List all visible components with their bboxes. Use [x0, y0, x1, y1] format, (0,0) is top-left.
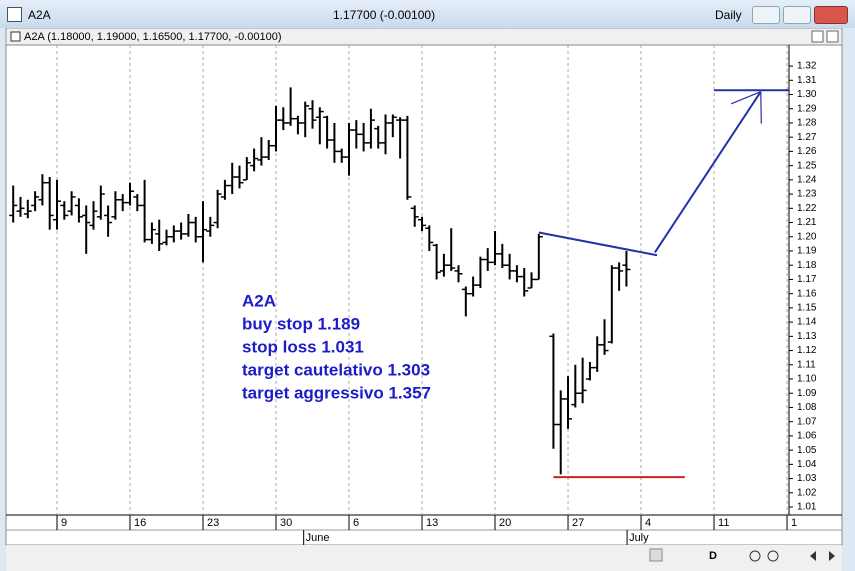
y-tick-label: 1.31	[797, 75, 817, 86]
title-bar: A2A 1.17700 (-0.00100) Daily	[0, 0, 855, 28]
arrow-head	[730, 91, 761, 105]
y-tick-label: 1.03	[797, 473, 817, 484]
app-icon	[7, 7, 22, 22]
y-tick-label: 1.25	[797, 160, 817, 171]
y-tick-label: 1.04	[797, 459, 817, 470]
y-tick-label: 1.01	[797, 502, 817, 513]
y-tick-label: 1.16	[797, 288, 817, 299]
y-tick-label: 1.11	[797, 359, 816, 370]
annotation-line: buy stop 1.189	[242, 314, 360, 333]
y-tick-label: 1.28	[797, 118, 817, 129]
y-tick-label: 1.10	[797, 374, 817, 385]
y-tick-label: 1.07	[797, 416, 817, 427]
y-tick-label: 1.26	[797, 146, 817, 157]
zoom-button[interactable]	[649, 548, 663, 562]
x-tick-label: 20	[499, 517, 511, 529]
drawing-line	[538, 231, 658, 257]
y-tick-label: 1.29	[797, 103, 817, 114]
y-tick-label: 1.24	[797, 174, 817, 185]
y-tick-label: 1.13	[797, 331, 817, 342]
y-tick-label: 1.18	[797, 260, 817, 271]
y-tick-label: 1.30	[797, 89, 817, 100]
x-tick-label: 11	[718, 517, 729, 529]
x-tick-label: 23	[207, 517, 219, 529]
x-tick-label: 6	[353, 517, 359, 529]
symbol: A2A	[28, 8, 51, 22]
x-tick-label: 27	[572, 517, 584, 529]
x-tick-label: 30	[280, 517, 292, 529]
y-tick-label: 1.21	[797, 217, 817, 228]
y-tick-label: 1.17	[797, 274, 817, 285]
annotation-line: stop loss 1.031	[242, 337, 364, 356]
drawing-line	[654, 91, 762, 253]
y-tick-label: 1.27	[797, 132, 817, 143]
quote: 1.17700 (-0.00100)	[333, 8, 436, 22]
close-button[interactable]	[814, 6, 848, 24]
arrow-head	[760, 91, 762, 124]
close-pane[interactable]	[826, 30, 839, 43]
zoom-out[interactable]	[749, 550, 761, 562]
y-tick-label: 1.02	[797, 487, 817, 498]
y-tick-label: 1.05	[797, 445, 817, 456]
x-tick-label: 13	[426, 517, 438, 529]
y-tick-label: 1.15	[797, 303, 817, 314]
month-label: July	[629, 532, 649, 544]
toolbar	[6, 545, 842, 571]
legend-text: A2A (1.18000, 1.19000, 1.16500, 1.17700,…	[24, 31, 282, 43]
y-tick-label: 1.20	[797, 231, 817, 242]
annotation-line: target aggressivo 1.357	[242, 383, 431, 402]
x-tick-label: 9	[61, 517, 67, 529]
y-tick-label: 1.09	[797, 388, 817, 399]
x-tick-label: 16	[134, 517, 146, 529]
x-tick-label: 1	[791, 517, 797, 529]
scroll-right[interactable]	[829, 551, 835, 561]
x-tick-label: 4	[645, 517, 651, 529]
legend-icon	[10, 31, 21, 42]
y-tick-label: 1.32	[797, 61, 817, 72]
period-button[interactable]: D	[709, 550, 717, 562]
chart: A2A (1.18000, 1.19000, 1.16500, 1.17700,…	[5, 28, 843, 571]
y-tick-label: 1.06	[797, 431, 817, 442]
scroll-left[interactable]	[810, 551, 816, 561]
y-tick-label: 1.12	[797, 345, 817, 356]
y-tick-label: 1.19	[797, 246, 817, 257]
minimize-button[interactable]	[752, 6, 780, 24]
y-tick-label: 1.08	[797, 402, 817, 413]
y-tick-label: 1.22	[797, 203, 817, 214]
month-label: June	[306, 532, 330, 544]
restore-pane[interactable]	[811, 30, 824, 43]
annotation-line: A2A	[242, 291, 276, 310]
y-tick-label: 1.14	[797, 317, 817, 328]
y-tick-label: 1.23	[797, 189, 817, 200]
period: Daily	[715, 8, 742, 22]
zoom-in[interactable]	[767, 550, 779, 562]
maximize-button[interactable]	[783, 6, 811, 24]
plot-frame	[5, 44, 843, 546]
annotation-line: target cautelativo 1.303	[242, 360, 430, 379]
